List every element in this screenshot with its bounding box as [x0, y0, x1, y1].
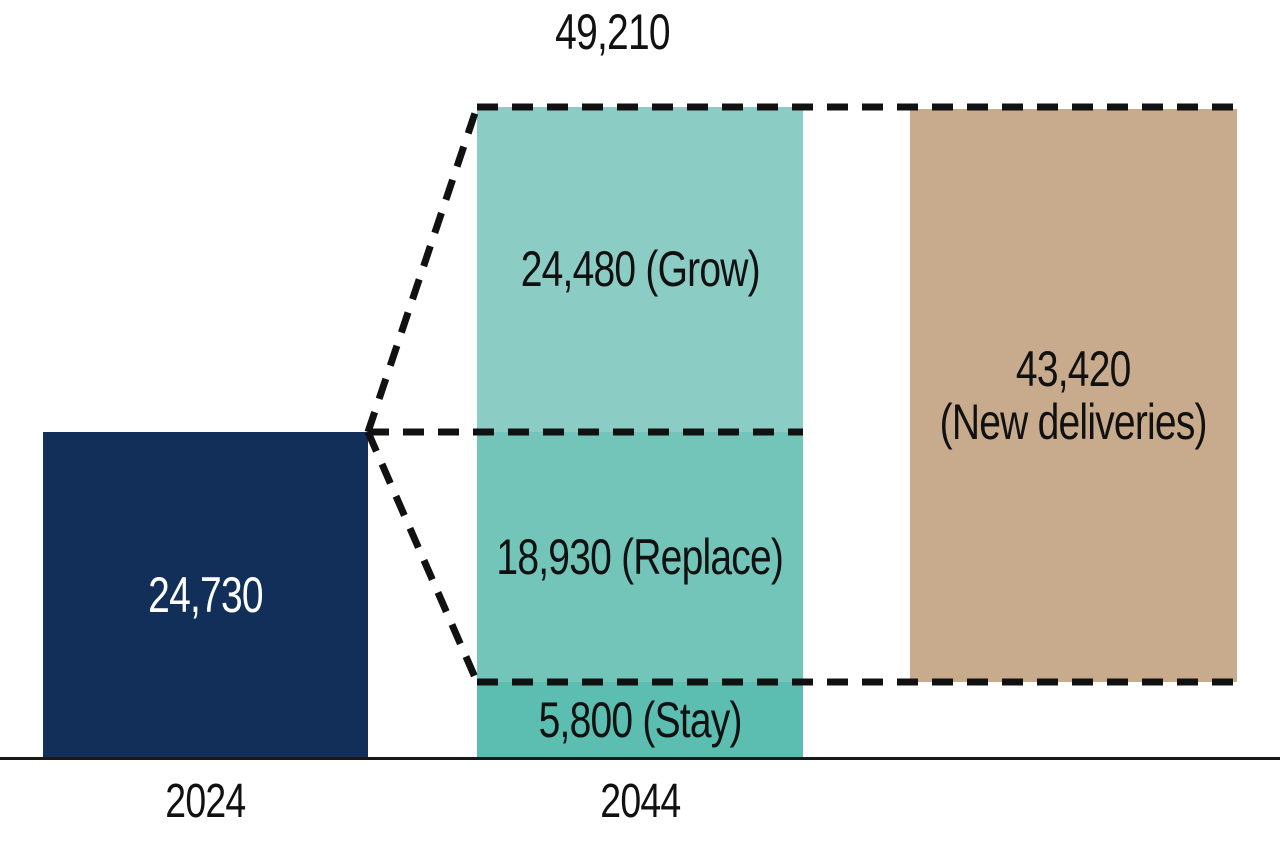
segment-replace-label: 18,930 (Replace): [496, 528, 784, 585]
dashed-fan-lower: [364, 430, 481, 684]
dashed-fan-upper: [364, 105, 481, 434]
x-axis-line: [0, 757, 1280, 760]
total-2044-label: 49,210: [452, 0, 772, 64]
bar-2024: 24,730: [43, 432, 368, 758]
bar-new-deliveries: 43,420 (New deliveries): [910, 109, 1237, 682]
segment-replace: 18,930 (Replace): [477, 432, 803, 682]
total-2044-value: 49,210: [554, 3, 670, 60]
segment-grow: 24,480 (Grow): [477, 107, 803, 432]
x-tick-2024-label: 2024: [165, 774, 246, 828]
segment-stay-label: 5,800 (Stay): [538, 691, 742, 748]
bar-2024-value-label: 24,730: [148, 566, 263, 623]
x-tick-2044: 2044: [477, 772, 803, 832]
bar-2044-stacked: 24,480 (Grow) 18,930 (Replace) 5,800 (St…: [477, 107, 803, 758]
bar-new-deliveries-value: 43,420: [1016, 341, 1131, 397]
segment-stay: 5,800 (Stay): [477, 682, 803, 758]
segment-grow-label: 24,480 (Grow): [520, 241, 760, 298]
x-tick-2044-label: 2044: [599, 774, 681, 828]
bar-new-deliveries-caption: (New deliveries): [939, 393, 1208, 450]
bar-new-deliveries-label: 43,420 (New deliveries): [939, 341, 1208, 450]
x-tick-2024: 2024: [43, 772, 368, 832]
